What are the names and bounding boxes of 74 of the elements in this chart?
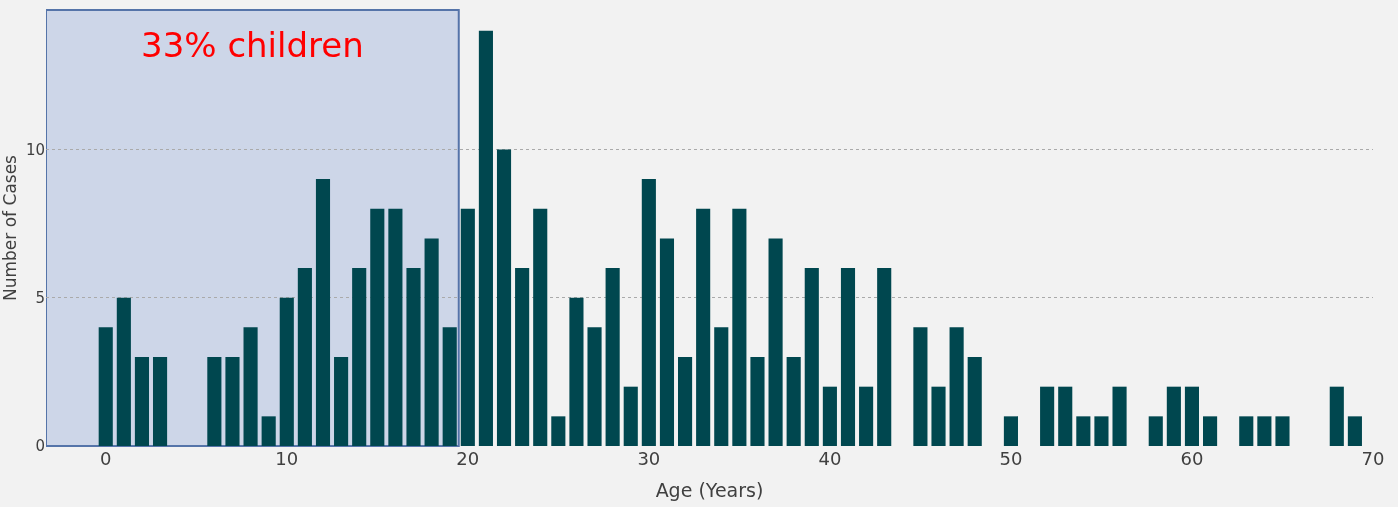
bar: [297, 268, 312, 446]
bar: [243, 327, 258, 446]
bar: [1058, 386, 1073, 446]
bar: [1329, 386, 1344, 446]
bar: [134, 357, 150, 446]
bar: [406, 268, 421, 446]
bar: [1203, 416, 1218, 446]
bar: [551, 416, 566, 446]
bar: [352, 268, 367, 446]
bar: [1094, 416, 1109, 446]
bar: [460, 208, 475, 446]
x-tick-label: 50: [999, 448, 1023, 469]
bar: [370, 208, 385, 446]
bar: [1112, 386, 1127, 446]
bar: [1003, 416, 1018, 446]
band-label: 33% children: [141, 25, 364, 65]
bar: [98, 327, 113, 446]
bar: [840, 268, 856, 446]
x-tick-label: 60: [1180, 448, 1204, 469]
bar: [569, 297, 584, 446]
bar: [949, 327, 964, 446]
x-tick-label: 10: [275, 448, 299, 469]
bar: [478, 30, 493, 446]
bar: [533, 208, 548, 446]
bar: [424, 238, 439, 446]
bar: [678, 357, 693, 446]
bar: [1148, 416, 1163, 446]
bar: [714, 327, 729, 446]
bar: [261, 416, 276, 446]
bar: [279, 297, 294, 446]
bar: [1184, 386, 1200, 446]
bar: [116, 297, 131, 446]
bar: [1076, 416, 1091, 446]
bar: [515, 268, 530, 446]
bar: [225, 357, 240, 446]
x-tick-label: 0: [100, 448, 112, 469]
bar: [859, 386, 874, 446]
bar: [587, 327, 602, 446]
bar: [786, 357, 801, 446]
bar: [1239, 416, 1254, 446]
bar: [913, 327, 928, 446]
bar: [496, 149, 512, 446]
bar: [605, 268, 620, 446]
bar: [1275, 416, 1290, 446]
bar: [623, 386, 638, 446]
bar: [931, 386, 946, 446]
bar: [1040, 386, 1055, 446]
bar: [768, 238, 783, 446]
bar: [315, 179, 331, 446]
bar: [877, 268, 892, 446]
bar: [732, 208, 747, 446]
y-tick-label: 10: [25, 140, 45, 159]
y-tick-label: 5: [35, 288, 45, 307]
bar: [696, 208, 711, 446]
bar: [1257, 416, 1272, 446]
y-axis-title: Number of Cases: [0, 154, 21, 301]
bar: [152, 357, 168, 446]
x-tick-label: 70: [1361, 448, 1385, 469]
x-tick-label: 20: [456, 448, 480, 469]
bar: [1347, 416, 1362, 446]
bar: [659, 238, 675, 446]
x-axis-title: Age (Years): [655, 478, 764, 501]
bar: [822, 386, 837, 446]
bar: [388, 208, 403, 446]
bar: [641, 179, 656, 446]
x-tick-label: 30: [637, 448, 661, 469]
bar: [1166, 386, 1181, 446]
bar: [334, 357, 349, 446]
bar: [967, 357, 982, 446]
bar: [442, 327, 457, 446]
x-tick-label: 40: [818, 448, 842, 469]
bar: [804, 268, 819, 446]
bar: [207, 357, 222, 446]
bar: [750, 357, 765, 446]
